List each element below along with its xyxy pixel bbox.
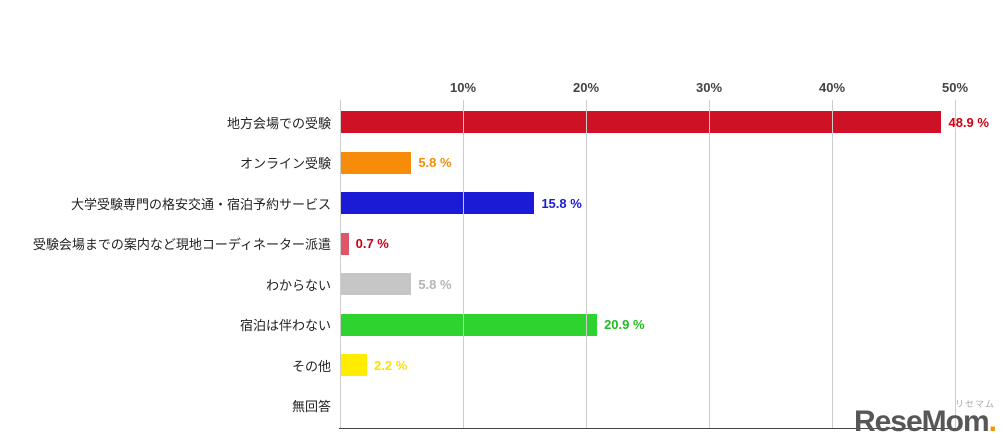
value-label: 2.2 % — [374, 357, 408, 373]
x-tick-label: 10% — [449, 80, 477, 95]
value-label: 15.8 % — [541, 195, 582, 211]
value-label: 20.9 % — [604, 317, 645, 333]
bar — [340, 273, 412, 296]
category-label: 大学受験専門の格安交通・宿泊予約サービス — [70, 196, 331, 212]
value-label: 48.9 % — [948, 114, 989, 130]
chart-row: その他 2.2 % — [292, 345, 955, 386]
chart-row: 宿泊は伴わない 20.9 % — [240, 305, 955, 346]
x-tick-label: 20% — [572, 80, 600, 95]
resemom-logo-kana: リセマム — [954, 399, 995, 409]
bar — [340, 192, 535, 215]
plot-area: 地方会場での受験 48.9 % オンライン受験 5.8 % 大学受験専門の格安交通・宿泊… — [33, 100, 989, 428]
chart-row: 大学受験専門の格安交通・宿泊予約サービス 15.8 % — [71, 183, 955, 224]
x-axis-ticks: 10% 20% 30% 40% 50% — [340, 80, 968, 98]
category-label: その他 — [291, 358, 331, 374]
category-label: わからない — [265, 277, 331, 293]
gridline — [709, 100, 710, 428]
value-label: 0.7 % — [355, 236, 389, 252]
gridline — [463, 100, 464, 428]
x-tick-label: 40% — [818, 80, 846, 95]
category-label: 無回答 — [291, 399, 331, 415]
category-label: 宿泊は伴わない — [239, 318, 331, 334]
category-label: 地方会場での受験 — [226, 115, 331, 131]
bar — [340, 313, 598, 336]
bar-rows: 地方会場での受験 48.9 % オンライン受験 5.8 % 大学受験専門の格安交通・宿泊… — [33, 102, 989, 427]
x-tick-label: 50% — [941, 80, 969, 95]
bar — [340, 151, 412, 174]
gridline — [955, 100, 956, 428]
resemom-logo-text: ReseMom — [853, 405, 990, 438]
chart-row: わからない 5.8 % — [266, 264, 955, 305]
chart-row: 無回答 — [292, 386, 955, 427]
x-tick-label: 30% — [695, 80, 723, 95]
resemom-logo: リセマム ReseMom. — [853, 400, 997, 438]
bar — [340, 232, 349, 255]
gridline — [586, 100, 587, 428]
resemom-logo-dot: . — [988, 405, 997, 438]
gridline — [340, 100, 341, 428]
chart-row: 地方会場での受験 48.9 % — [227, 102, 989, 143]
category-label: 受験会場までの案内など現地コーディネーター派遣 — [32, 237, 331, 253]
x-axis-line — [339, 428, 956, 429]
value-label: 5.8 % — [418, 155, 452, 171]
chart-row: オンライン受験 5.8 % — [240, 143, 955, 184]
category-label: オンライン受験 — [239, 156, 331, 172]
chart-row: 受験会場までの案内など現地コーディネーター派遣 0.7 % — [33, 224, 955, 265]
bar — [340, 111, 942, 134]
gridline — [832, 100, 833, 428]
value-label: 5.8 % — [418, 276, 452, 292]
bar — [340, 354, 368, 377]
